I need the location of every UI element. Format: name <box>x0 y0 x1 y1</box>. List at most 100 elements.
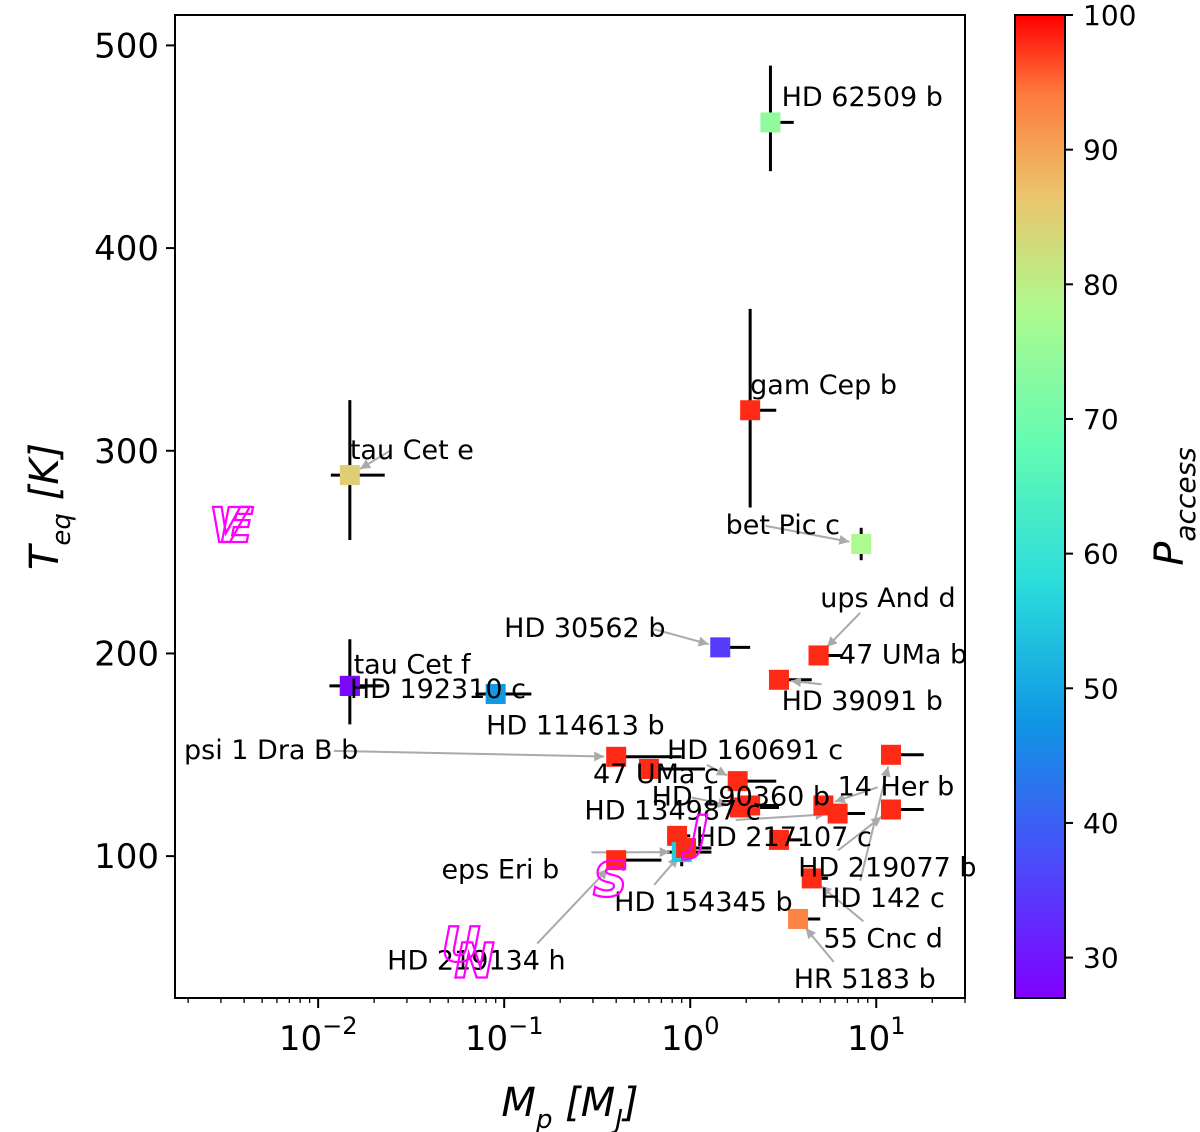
label-hd-160691-c: HD 160691 c <box>667 735 843 766</box>
arrowhead-hd-219134-h <box>597 868 608 880</box>
x-axis-label: Mp [MJ] <box>501 1080 638 1132</box>
arrowhead-eps-eri-b <box>659 847 670 858</box>
arrowhead-14-her-b <box>834 793 846 804</box>
marker-hr-5183-b <box>788 908 809 929</box>
cbar-tick-label-60: 60 <box>1083 538 1119 571</box>
markers-layer <box>339 112 901 929</box>
cbar-tick-label-80: 80 <box>1083 268 1119 301</box>
label-55-cnc-d: 55 Cnc d <box>823 923 942 954</box>
ytick-label-200: 200 <box>94 634 159 674</box>
label-hd-134987-c: HD 134987 c <box>584 796 760 827</box>
cbar-tick-label-70: 70 <box>1083 403 1119 436</box>
label-47-uma-b: 47 UMa b <box>839 640 967 671</box>
marker-tau-cet-e <box>339 465 360 486</box>
marker-hd-39091-b <box>768 669 789 690</box>
marker-hd-114613-b <box>485 683 506 704</box>
colorbar: 30 40 50 60 70 80 90 100 Paccess <box>1014 0 1200 999</box>
marker-47-uma-c <box>638 758 659 779</box>
planet-letter-s: S <box>593 853 628 909</box>
labels-layer: HD 62509 b gam Cep b tau Cet e bet Pic c HD … <box>184 82 977 995</box>
arrows-layer <box>333 450 891 963</box>
ytick-label-400: 400 <box>94 229 159 269</box>
label-hd-217107-c: HD 217107 c <box>696 822 872 853</box>
marker-hd-160691-c <box>727 771 748 792</box>
arrowhead-bet-pic-c <box>838 534 850 545</box>
label-hd-142-c: HD 142 c <box>820 883 945 914</box>
label-hd-219134-h: HD 219134 h <box>387 946 565 977</box>
arrow-psi-1-dra-b-b <box>333 749 605 758</box>
label-tau-cet-e: tau Cet e <box>350 435 474 466</box>
arrow-bet-pic-c <box>765 524 850 543</box>
label-hd-154345-b: HD 154345 b <box>614 887 792 918</box>
arrowhead-hd-39091-b <box>790 677 802 688</box>
arrowhead-hr-5183-b <box>805 928 816 940</box>
label-hr-5183-b: HR 5183 b <box>794 964 936 995</box>
label-gam-cep-b: gam Cep b <box>750 370 897 401</box>
xtick-label-1: 101 <box>847 1012 906 1059</box>
marker-hd-62509-b <box>760 112 781 133</box>
planet-letter-u: U <box>441 918 480 974</box>
marker-hd-219134-h <box>606 850 627 871</box>
marker-unlabeled-a <box>768 829 789 850</box>
label-hd-39091-b: HD 39091 b <box>782 686 943 717</box>
label-hd-114613-b: HD 114613 b <box>486 711 664 742</box>
marker-47-uma-b <box>808 645 829 666</box>
label-bet-pic-c: bet Pic c <box>726 510 840 541</box>
marker-hd-30562-b <box>710 637 731 658</box>
marker-hd-142-c <box>880 744 901 765</box>
label-hd-192310-c: HD 192310 c <box>350 674 526 705</box>
label-hd-219077-b: HD 219077 b <box>798 852 976 883</box>
arrowhead-hd-160691-c <box>715 766 728 776</box>
arrowhead-ups-and-d <box>826 636 838 647</box>
arrow-hd-217107-c <box>735 813 826 821</box>
xtick-label-0: 100 <box>661 1012 720 1059</box>
arrowhead-tau-cet-e <box>360 459 372 469</box>
label-hd-190360-b: HD 190360 b <box>652 781 830 812</box>
cbar-tick-label-100: 100 <box>1083 0 1136 32</box>
marker-gam-cep-b <box>740 400 761 421</box>
cbar-tick-label-90: 90 <box>1083 134 1119 167</box>
ytick-label-300: 300 <box>94 432 159 472</box>
arrowhead-hd-219077-b <box>870 816 882 827</box>
label-hd-62509-b: HD 62509 b <box>782 82 943 113</box>
marker-hd-154345-b <box>676 838 697 859</box>
axes-layer: 100 200 300 400 500 10−2 10−1 100 101 Mp [MJ] Teq … <box>22 14 966 1132</box>
marker-hd-217107-c <box>827 803 848 824</box>
arrowhead-hd-30562-b <box>697 636 709 647</box>
arrowhead-55-cnc-d <box>820 886 832 897</box>
label-47-uma-c: 47 UMa c <box>593 759 719 790</box>
ytick-label-500: 500 <box>94 26 159 66</box>
xtick-label-−2: 10−2 <box>279 1012 358 1059</box>
arrowhead-hd-142-c <box>880 766 891 778</box>
marker-hd-219077-b <box>880 799 901 820</box>
marker-hd-192310-c <box>339 675 360 696</box>
label-ups-and-d: ups And d <box>820 583 955 614</box>
cbar-tick-label-30: 30 <box>1083 942 1119 975</box>
xtick-label-−1: 10−1 <box>465 1012 544 1059</box>
arrow-hd-219134-h <box>536 868 609 945</box>
marker-55-cnc-d <box>801 868 822 889</box>
marker-hd-134987-c <box>740 795 761 816</box>
y-axis-label: Teq [K] <box>22 443 77 570</box>
error-bars-layer <box>329 65 924 921</box>
cbar-tick-label-50: 50 <box>1083 672 1119 705</box>
arrowhead-hd-190360-b <box>717 798 729 808</box>
colorbar-gradient <box>1014 14 1066 999</box>
label-hd-30562-b: HD 30562 b <box>504 613 665 644</box>
ytick-label-100: 100 <box>94 837 159 877</box>
planet-letter-n: N <box>454 934 494 990</box>
marker-bet-pic-c <box>851 533 872 554</box>
label-14-her-b: 14 Her b <box>838 771 955 802</box>
cbar-tick-label-40: 40 <box>1083 807 1119 840</box>
marker-psi-1-dra-b-b <box>606 746 627 767</box>
label-eps-eri-b: eps Eri b <box>441 854 559 885</box>
plot-frame <box>174 14 966 999</box>
planet-letter-v: V <box>209 498 250 554</box>
colorbar-label: Paccess <box>1147 447 1200 565</box>
arrowhead-psi-1-dra-b-b <box>594 751 605 762</box>
planet-letter-e: E <box>221 498 254 554</box>
label-psi-1-dra-b-b: psi 1 Dra B b <box>184 735 358 766</box>
label-tau-cet-f: tau Cet f <box>354 650 472 681</box>
